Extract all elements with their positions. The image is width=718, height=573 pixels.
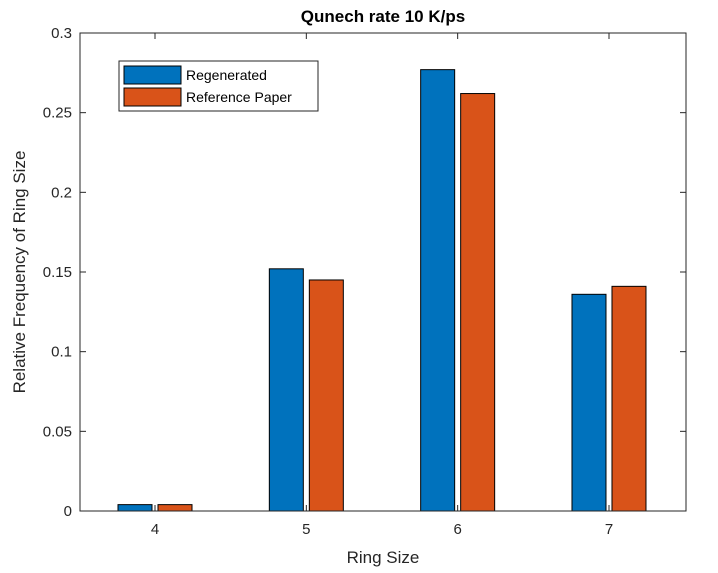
- bar-regenerated-7: [571, 293, 607, 512]
- y-tick-label: 0.2: [51, 184, 72, 201]
- bar-reference-paper-6: [460, 93, 496, 512]
- y-tick-label: 0.1: [51, 344, 72, 361]
- bars-group: [117, 69, 647, 512]
- bar-reference-paper-7: [611, 285, 647, 512]
- x-tick-label: 6: [453, 521, 461, 538]
- y-axis-label: Relative Frequency of Ring Size: [10, 151, 29, 394]
- legend-swatch-reference-paper: [123, 87, 182, 107]
- bar-regenerated-5: [268, 268, 304, 512]
- y-tick-label: 0.3: [51, 25, 72, 42]
- bar-reference-paper-5: [308, 279, 344, 512]
- x-tick-label: 7: [605, 521, 613, 538]
- legend-swatch-regenerated: [123, 65, 182, 85]
- legend-label-reference-paper: Reference Paper: [186, 89, 292, 105]
- axes-box: [79, 32, 687, 512]
- bar-regenerated-6: [420, 69, 456, 512]
- ticks-group: 0 0.05 0.1 0.15 0.2 0.25 0.3 4 5 6 7: [43, 25, 686, 538]
- x-tick-label: 4: [151, 521, 159, 538]
- x-tick-label: 5: [302, 521, 310, 538]
- y-tick-label: 0.15: [43, 264, 72, 281]
- bar-reference-paper-4: [157, 504, 193, 512]
- bar-regenerated-4: [117, 504, 153, 512]
- x-axis-label: Ring Size: [347, 548, 420, 567]
- y-tick-label: 0.05: [43, 423, 72, 440]
- y-tick-label: 0: [64, 503, 72, 520]
- chart-title: Qunech rate 10 K/ps: [301, 7, 465, 26]
- legend-label-regenerated: Regenerated: [186, 67, 267, 83]
- legend: Regenerated Reference Paper: [118, 60, 319, 112]
- y-tick-label: 0.25: [43, 105, 72, 122]
